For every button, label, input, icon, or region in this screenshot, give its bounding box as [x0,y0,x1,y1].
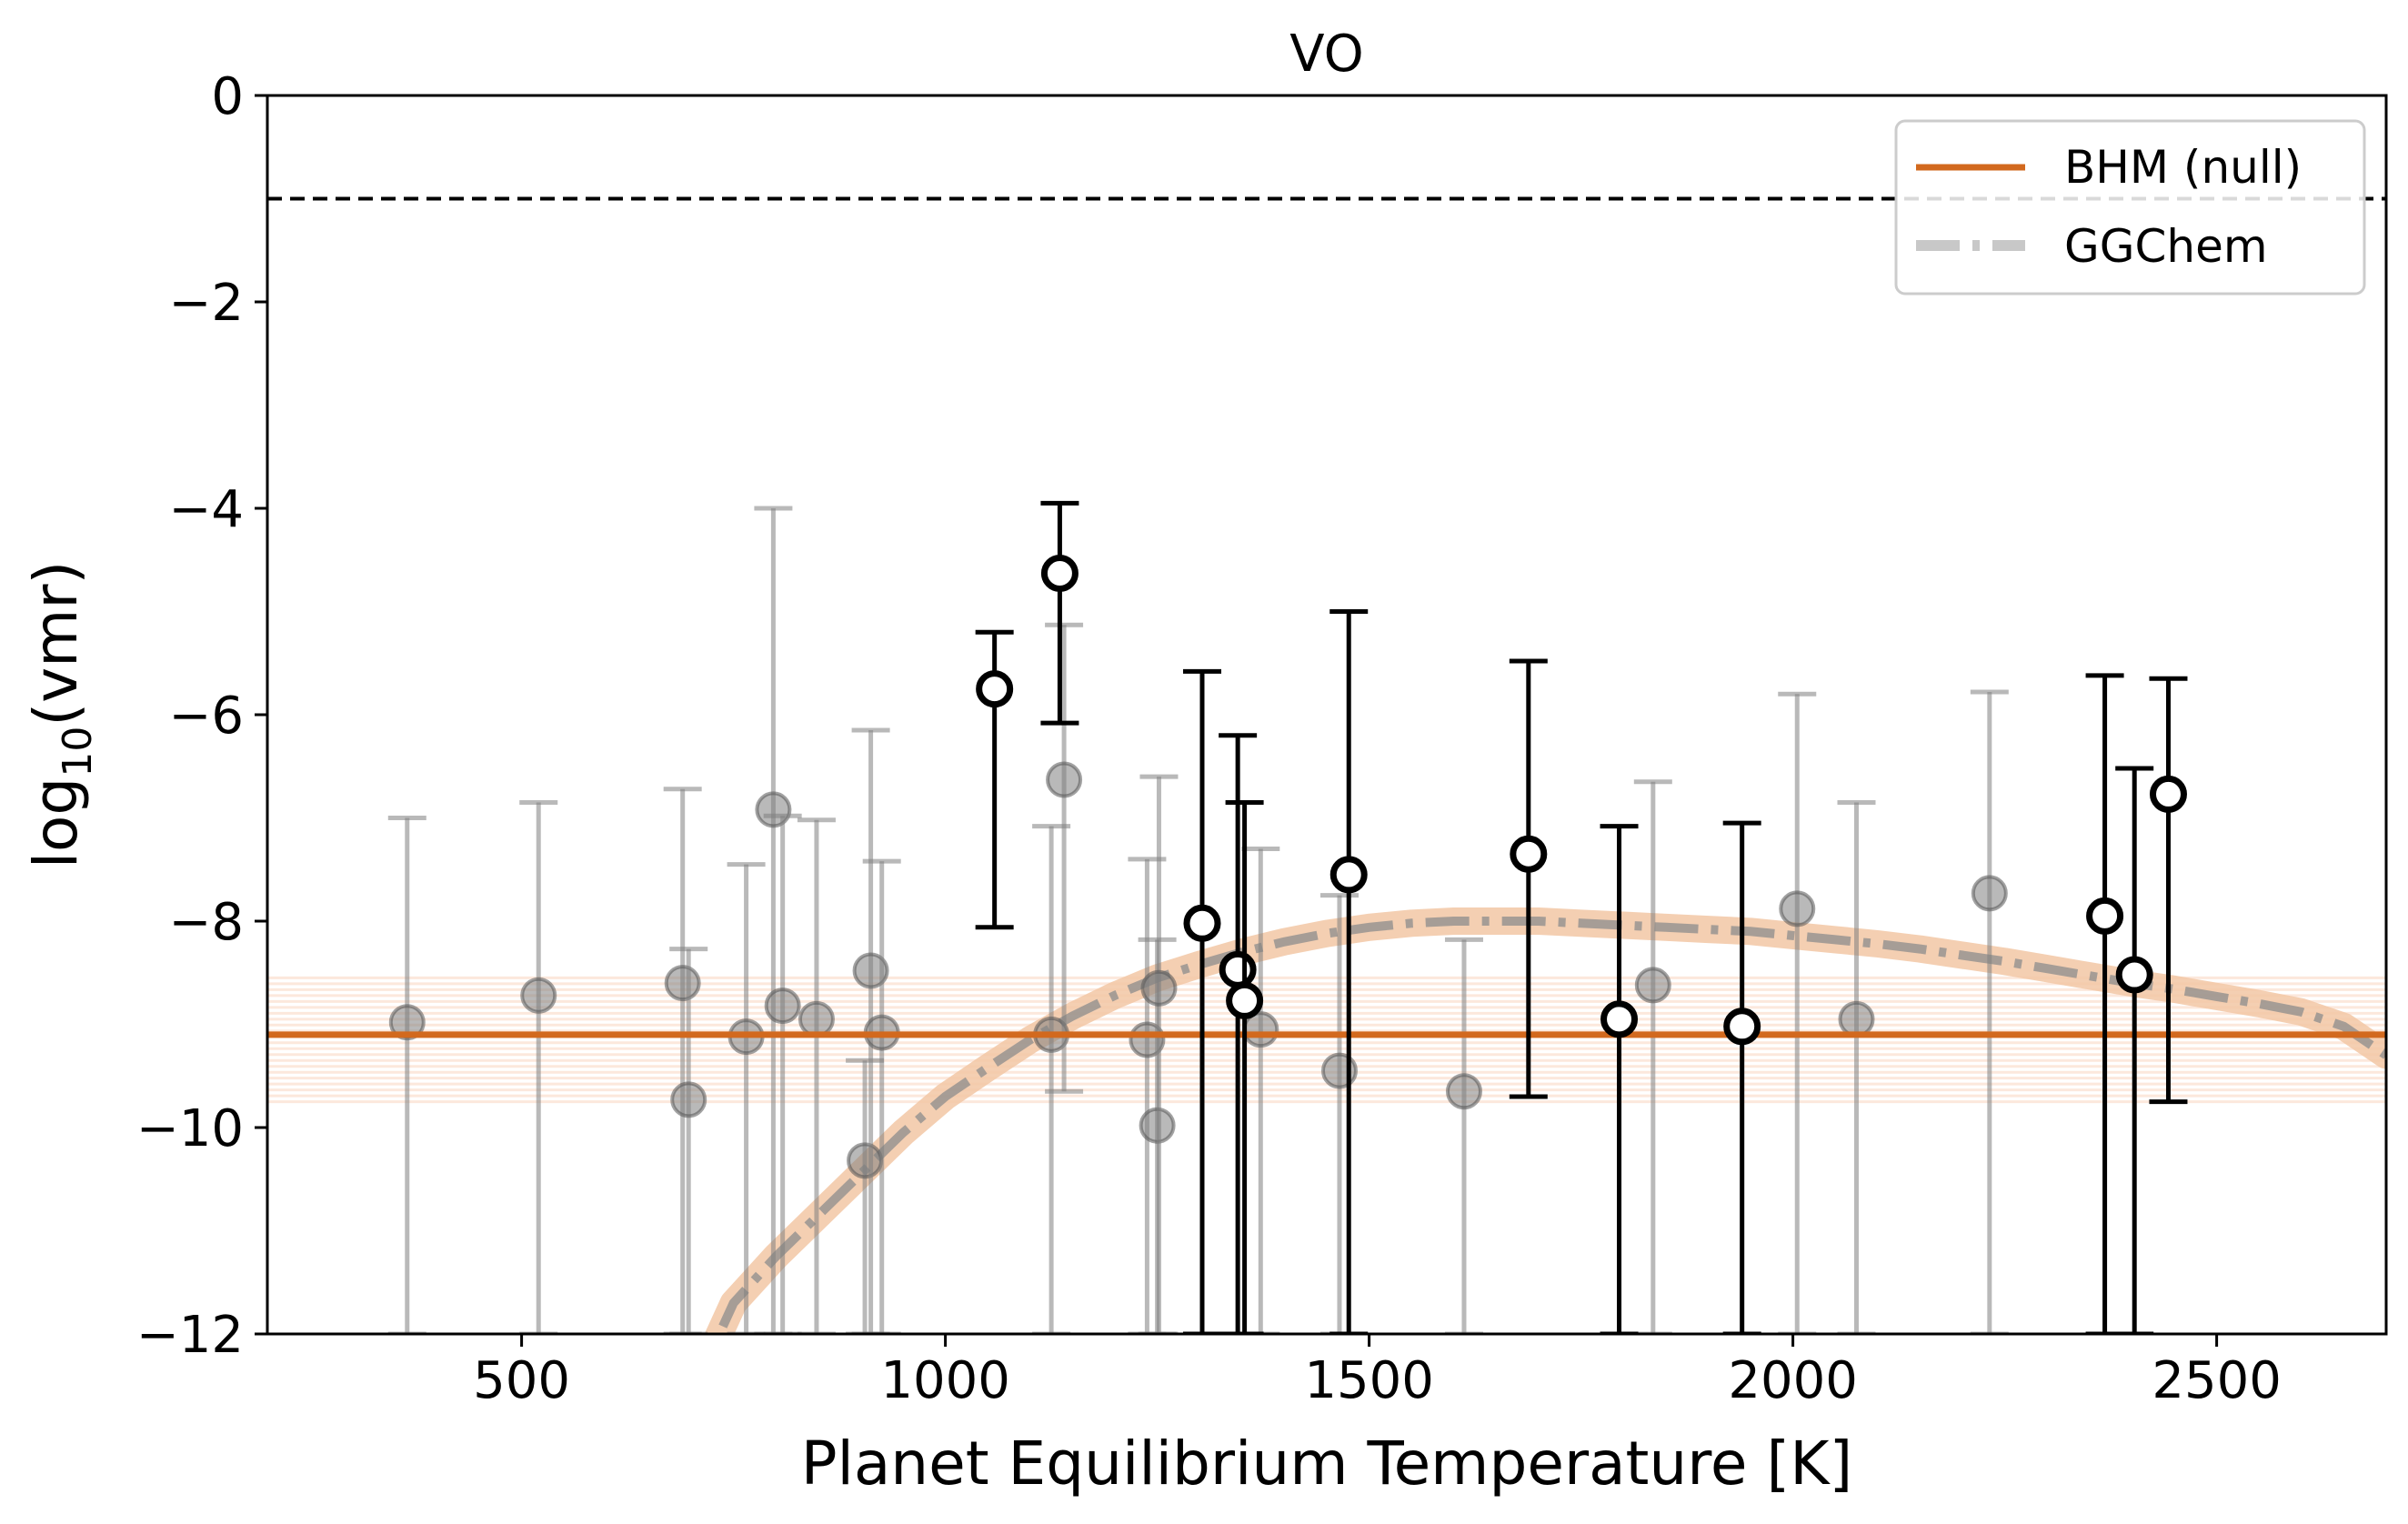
gray-point [669,947,708,1334]
detection-point-marker [1183,904,1221,942]
x-tick-label: 500 [473,1351,570,1410]
gray-point-marker [764,988,801,1025]
y-tick-label: −6 [168,687,244,746]
gray-point [387,816,426,1334]
gray-point-marker [798,1000,835,1038]
gray-point-marker [1971,875,2008,912]
detection-point [1600,824,1639,1334]
gray-point-marker [852,952,889,989]
detection-point [2085,673,2124,1334]
gray-points-group [387,506,2009,1334]
gray-point [862,858,901,1334]
detection-point-marker [1723,1008,1761,1046]
chart-title: VO [1289,25,1363,84]
y-axis-label-rest: (vmr) [21,561,91,727]
gray-point [763,813,802,1334]
gray-point [1241,847,1280,1334]
detection-point [1722,820,1761,1334]
gray-point-marker [664,965,701,1002]
detection-point [1225,799,1264,1334]
detection-point [2149,676,2188,1105]
detection-point [1329,609,1369,1334]
gray-point [1633,779,1672,1334]
gray-point [1319,893,1359,1334]
gray-point-marker [1445,1073,1482,1110]
ggchem-line [714,917,2386,1334]
x-tick-label: 1500 [1304,1351,1434,1410]
gray-point-marker [520,977,557,1014]
detection-point-marker [1219,950,1257,988]
gray-point [519,799,558,1334]
detection-point-marker [2149,775,2187,813]
gray-point [1444,937,1483,1334]
detection-point-marker [2086,897,2124,935]
legend-label-bhm: BHM (null) [2064,141,2302,194]
detection-point-marker [1600,1000,1639,1038]
gray-point-marker [388,1004,426,1041]
x-axis-label: Planet Equilibrium Temperature [K] [801,1429,1853,1499]
detection-point-marker [2115,956,2153,994]
detection-point [1509,658,1548,1099]
legend: BHM (null) GGChem [1894,119,2366,296]
y-tick-label: −10 [136,1099,244,1158]
gray-point-marker [1046,761,1083,798]
gray-point-marker [670,1081,707,1118]
gray-point-marker [1634,967,1671,1004]
y-tick-label: −12 [136,1306,244,1365]
y-tick-label: 0 [211,67,244,126]
detection-point-marker [976,670,1014,708]
y-axis-label-base: log [21,777,91,869]
detection-point-marker [1226,981,1264,1019]
gray-point-marker [1140,969,1178,1007]
gray-point [1778,691,1817,1334]
x-axis-ticks: 500 1000 1500 2000 2500 [473,1334,2282,1410]
detection-point-marker [1040,555,1079,593]
gray-point [1139,774,1179,1334]
plot-area [267,196,2386,1334]
detection-point [1182,668,1221,1334]
detection-points-group [975,500,2188,1334]
y-axis-ticks: 0 −2 −4 −6 −8 −10 −12 [136,67,267,1365]
gray-point [1837,799,1876,1334]
y-axis-label-subscript: 10 [55,727,101,777]
gray-point [1970,689,2009,1334]
gray-point-marker [1838,1000,1875,1038]
gray-point [754,506,793,1334]
x-tick-label: 1000 [880,1351,1010,1410]
detection-point [975,629,1014,930]
detection-point-marker [1329,856,1368,894]
legend-label-ggchem: GGChem [2064,220,2268,273]
x-tick-label: 2500 [2152,1351,2282,1410]
detection-point [1040,500,1079,726]
y-axis-label: log10(vmr) [21,561,101,869]
y-tick-label: −4 [168,480,244,539]
detection-point-marker [1510,835,1548,873]
y-tick-label: −8 [168,893,244,952]
detection-point [2115,766,2154,1334]
gray-point-marker [847,1142,884,1179]
gray-point [1045,622,1084,1094]
gray-point-marker [1779,890,1816,927]
x-tick-label: 2000 [1728,1351,1858,1410]
y-tick-label: −2 [168,274,244,333]
